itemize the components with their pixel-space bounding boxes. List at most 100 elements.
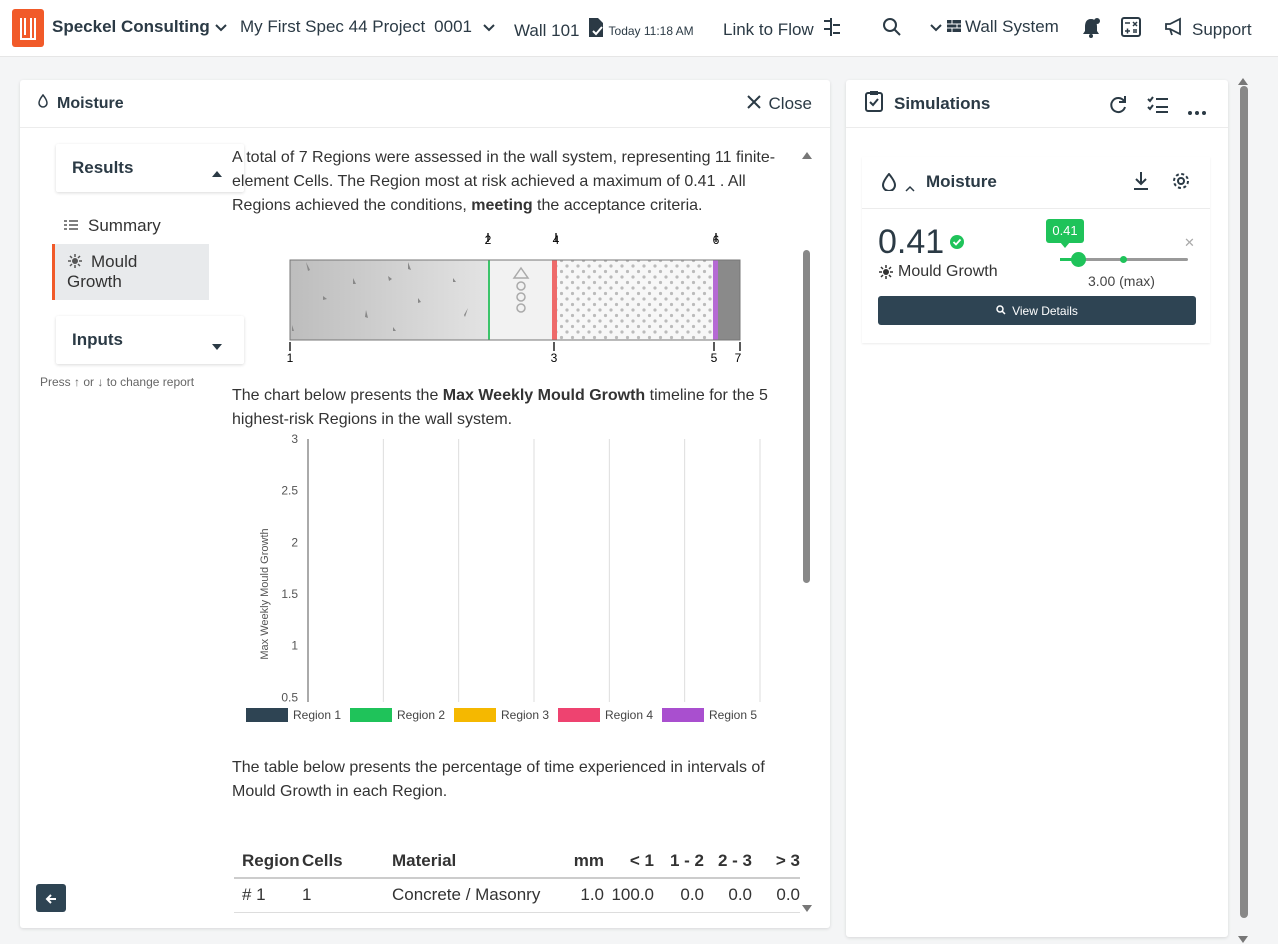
table-cell: Concrete / Masonry — [392, 878, 558, 913]
inputs-section-toggle[interactable]: Inputs — [56, 316, 244, 364]
support-label: Support — [1192, 19, 1252, 39]
nav-mould-label-2: Growth — [67, 272, 122, 291]
close-icon — [746, 94, 761, 114]
table-header-cell: Cells — [302, 844, 392, 879]
project-code: 0001 — [434, 17, 472, 36]
collapse-sidebar-button[interactable] — [36, 884, 66, 912]
legend-item[interactable]: Region 1 — [246, 707, 341, 723]
report-scroll-down-arrow[interactable] — [802, 900, 812, 912]
intro-text-a: A total of 7 Regions were assessed in th… — [232, 149, 776, 214]
close-button[interactable]: Close — [746, 94, 812, 114]
moisture-card-header: Moisture — [862, 157, 1210, 209]
table-header-cell: Region — [234, 844, 302, 879]
support-button[interactable]: Support — [1164, 17, 1252, 42]
calculator-button[interactable] — [1121, 17, 1141, 42]
close-label: Close — [768, 94, 812, 113]
company-selector[interactable]: Speckel Consulting — [52, 17, 227, 37]
table-header-cell: mm — [558, 844, 604, 879]
legend-label: Region 5 — [709, 708, 758, 722]
wall-label-bottom-2: 3 — [551, 351, 558, 365]
intro-text-bold: meeting — [471, 197, 533, 214]
refresh-icon[interactable] — [1108, 95, 1128, 120]
project-selector[interactable]: My First Spec 44 Project 0001 — [240, 17, 495, 37]
wall-system-selector[interactable]: Wall System — [930, 17, 1059, 37]
legend-item[interactable]: Region 4 — [558, 707, 653, 723]
page-scrollbar-thumb[interactable] — [1240, 86, 1248, 918]
pass-check-icon — [950, 235, 964, 254]
legend-item[interactable]: Region 5 — [662, 707, 757, 723]
table-header-cell: Material — [392, 844, 558, 879]
table-header-cell: 2 - 3 — [704, 844, 752, 879]
table-cell: 1.0 — [558, 878, 604, 913]
chevron-down-icon — [215, 17, 227, 37]
slider-close-icon[interactable]: ✕ — [1184, 235, 1195, 250]
slider-badge-text: 0.41 — [1052, 223, 1078, 238]
legend-item[interactable]: Region 2 — [350, 707, 445, 723]
list-icon — [64, 216, 78, 236]
nav-item-summary[interactable]: Summary — [64, 214, 161, 238]
chart-text-bold: Max Weekly Mould Growth — [442, 387, 646, 404]
checklist-icon[interactable] — [1147, 96, 1169, 119]
view-details-button[interactable]: View Details — [878, 296, 1196, 325]
mould-slider-handle[interactable] — [1070, 252, 1086, 267]
link-to-flow-button[interactable]: Link to Flow — [723, 17, 842, 42]
search-icon — [996, 304, 1006, 318]
y-tick-label: 1 — [291, 639, 298, 653]
y-tick-label: 1.5 — [281, 587, 298, 601]
droplet-icon — [881, 172, 897, 196]
mould-slider-track[interactable] — [1060, 252, 1188, 267]
legend-swatch — [454, 708, 496, 722]
y-tick-label: 3 — [291, 432, 298, 446]
table-header-cell: < 1 — [604, 844, 654, 879]
slider-tick-marker — [1120, 256, 1127, 263]
nav-summary-label: Summary — [88, 216, 161, 235]
moisture-sim-card: Moisture 0.41 Mould Growth 0.41 ✕ 3.00 (… — [862, 157, 1210, 343]
table-cell: 1 — [302, 878, 392, 913]
legend-swatch — [662, 708, 704, 722]
caret-down-icon — [212, 337, 222, 355]
nav-item-mould-growth[interactable]: Mould Growth — [52, 244, 209, 300]
table-header-cell: 1 - 2 — [654, 844, 704, 879]
wall-label-top-1: 2 — [485, 233, 492, 247]
megaphone-icon — [1164, 17, 1186, 42]
report-scroll-up-arrow[interactable] — [802, 146, 812, 159]
wall-label-bottom-3: 5 — [711, 351, 718, 365]
report-scrollbar-thumb[interactable] — [803, 250, 810, 583]
slider-value-badge: 0.41 — [1046, 219, 1084, 243]
simulations-title: Simulations — [894, 93, 991, 113]
intro-text-b: the acceptance criteria. — [532, 197, 703, 214]
download-icon[interactable] — [1132, 171, 1150, 196]
chart-legend: Region 1 Region 2 Region 3 Region 4 Region 5 — [246, 707, 806, 723]
search-icon — [882, 17, 902, 42]
app-logo[interactable] — [12, 9, 44, 47]
wall-selector[interactable]: Wall 101 Today 11:18 AM — [514, 17, 694, 44]
notifications-button[interactable] — [1081, 17, 1101, 44]
view-details-label: View Details — [1012, 303, 1078, 318]
droplet-icon — [38, 93, 48, 113]
badge-pointer — [1060, 242, 1070, 248]
page-scroll-down-arrow[interactable] — [1238, 931, 1248, 944]
more-icon[interactable] — [1188, 102, 1206, 120]
legend-swatch — [246, 708, 288, 722]
project-name: My First Spec 44 Project — [240, 17, 426, 36]
simulations-header: Simulations — [846, 80, 1228, 128]
search-button[interactable] — [882, 17, 902, 42]
moisture-panel-header: Moisture Close — [20, 80, 830, 128]
wall-system-label: Wall System — [965, 17, 1059, 36]
results-section-toggle[interactable]: Results — [56, 144, 244, 192]
chevron-up-icon[interactable] — [905, 179, 915, 197]
moisture-panel-title: Moisture — [57, 94, 124, 112]
table-body: # 1 1 Concrete / Masonry 1.0 100.0 0.0 0.0 0.0 — [234, 878, 800, 913]
saved-time: Today 11:18 AM — [608, 23, 694, 38]
table-cell: 0.0 — [752, 878, 800, 913]
legend-item[interactable]: Region 3 — [454, 707, 549, 723]
moisture-card-title: Moisture — [926, 172, 997, 191]
page-scroll-up-arrow[interactable] — [1238, 72, 1248, 90]
y-tick-label: 2.5 — [281, 484, 298, 498]
legend-label: Region 4 — [605, 708, 654, 722]
settings-gear-icon[interactable] — [1171, 171, 1191, 196]
mould-icon — [68, 253, 82, 273]
mould-icon — [879, 265, 893, 284]
